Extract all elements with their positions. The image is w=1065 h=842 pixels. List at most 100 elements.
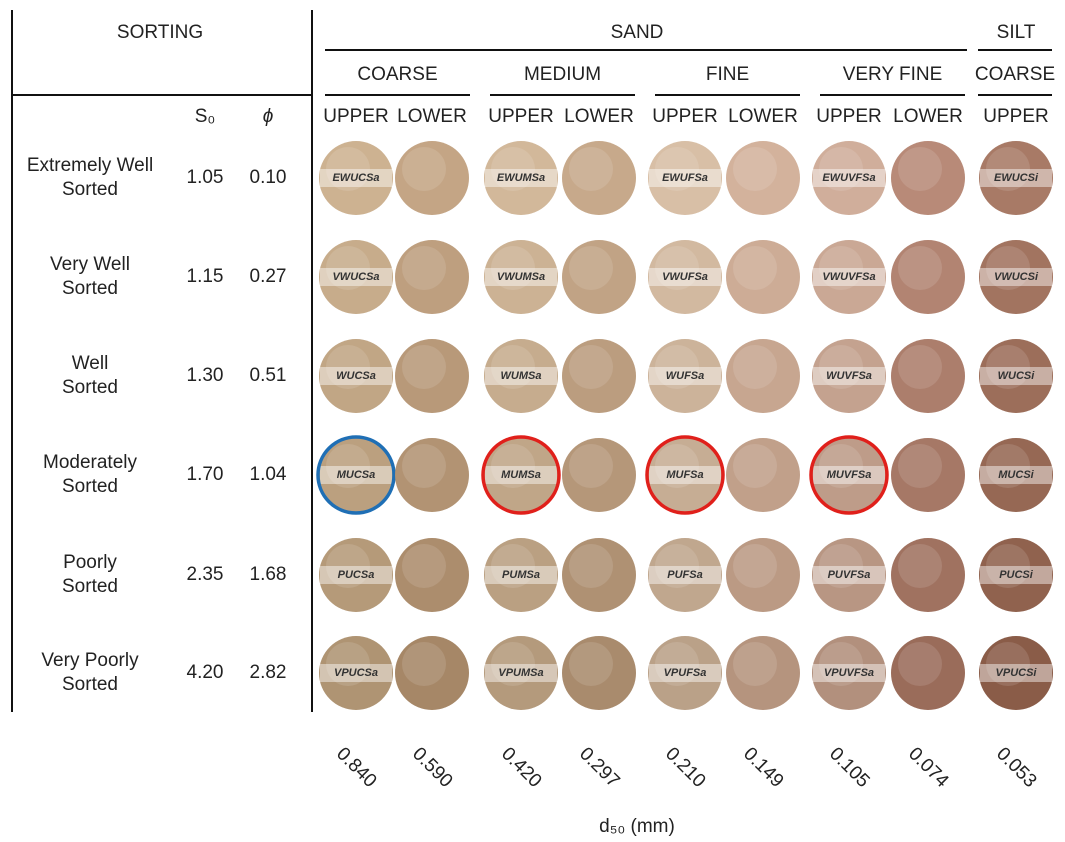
sample-label: VWUCSi	[994, 271, 1039, 283]
group-header: COARSE	[357, 64, 437, 85]
sample-label: EWUVFSa	[822, 172, 875, 184]
sample-texture	[733, 345, 777, 389]
sample-texture	[898, 642, 942, 686]
sample-label: PUMSa	[502, 569, 540, 581]
row-phi: 1.68	[250, 564, 287, 585]
sample-label: VWUCSa	[332, 271, 379, 283]
row-phi: 1.04	[250, 464, 287, 485]
sample-label: MUVFSa	[827, 469, 872, 481]
sample-texture	[402, 147, 446, 191]
group-header: MEDIUM	[524, 64, 601, 85]
d50-label: 0.297	[575, 743, 623, 791]
sub-header: LOWER	[397, 106, 467, 127]
sub-header: LOWER	[564, 106, 634, 127]
group-header: COARSE	[975, 64, 1055, 85]
sub-header: LOWER	[728, 106, 798, 127]
sample-label: VWUVFSa	[822, 271, 875, 283]
sample-label: VPUCSa	[334, 667, 378, 679]
sample-label: MUCSa	[337, 469, 376, 481]
sample-label: MUFSa	[666, 469, 703, 481]
row-label: Extremely Well	[27, 155, 153, 176]
sample-label: PUVFSa	[828, 569, 871, 581]
sample-label: WUCSa	[336, 370, 376, 382]
row-label: Sorted	[62, 377, 118, 398]
row-label: Sorted	[62, 476, 118, 497]
sub-header: UPPER	[323, 106, 388, 127]
row-phi: 2.82	[250, 662, 287, 683]
sub-header: LOWER	[893, 106, 963, 127]
row-s0: 1.05	[187, 167, 224, 188]
sample-texture	[569, 147, 613, 191]
sample-texture	[733, 544, 777, 588]
sample-texture	[733, 246, 777, 290]
sample-texture	[402, 246, 446, 290]
sample-texture	[733, 147, 777, 191]
sample-texture	[898, 444, 942, 488]
sample-label: MUCSi	[998, 469, 1034, 481]
row-label: Moderately	[43, 452, 137, 473]
sample-texture	[569, 544, 613, 588]
sample-label: VPUMSa	[498, 667, 543, 679]
sub-header: UPPER	[488, 106, 553, 127]
sample-texture	[898, 147, 942, 191]
sorting-header: SORTING	[117, 22, 203, 43]
row-s0: 2.35	[187, 564, 224, 585]
d50-label: 0.840	[332, 743, 380, 791]
row-label: Sorted	[62, 179, 118, 200]
d50-label: 0.053	[992, 743, 1040, 791]
sample-texture	[733, 642, 777, 686]
group-header: FINE	[706, 64, 749, 85]
sample-texture	[569, 642, 613, 686]
row-phi: 0.10	[250, 167, 287, 188]
row-s0: 4.20	[187, 662, 224, 683]
page: SORTING SAND SILT S₀ ϕ d₅₀ (mm) COARSE UP…	[0, 0, 1065, 842]
sub-header: UPPER	[983, 106, 1048, 127]
sample-texture	[569, 345, 613, 389]
sample-label: VWUFSa	[662, 271, 708, 283]
axis-label: d₅₀ (mm)	[599, 816, 675, 837]
sample-label: MUMSa	[501, 469, 541, 481]
sample-label: WUFSa	[666, 370, 705, 382]
sample-label: PUFSa	[667, 569, 702, 581]
sample-label: WUCSi	[998, 370, 1036, 382]
d50-label: 0.074	[904, 743, 953, 792]
silt-header: SILT	[997, 22, 1036, 43]
group-header: VERY FINE	[843, 64, 943, 85]
sample-label: EWUCSi	[994, 172, 1039, 184]
sample-label: WUVFSa	[826, 370, 872, 382]
row-s0: 1.15	[187, 266, 224, 287]
figure: SORTING SAND SILT S₀ ϕ d₅₀ (mm) COARSE UP…	[0, 0, 1065, 842]
sample-texture	[898, 345, 942, 389]
d50-label: 0.590	[408, 743, 456, 791]
sample-label: VPUFSa	[664, 667, 707, 679]
sample-label: EWUCSa	[332, 172, 379, 184]
sample-label: EWUFSa	[662, 172, 708, 184]
s0-header: S₀	[195, 106, 216, 127]
d50-label: 0.105	[825, 743, 873, 791]
sample-texture	[733, 444, 777, 488]
row-phi: 0.51	[250, 365, 287, 386]
sample-texture	[402, 444, 446, 488]
sample-label: VPUVFSa	[824, 667, 874, 679]
sample-label: PUCSa	[338, 569, 375, 581]
sample-label: VPUCSi	[996, 667, 1038, 679]
row-s0: 1.70	[187, 464, 224, 485]
row-label: Poorly	[63, 552, 117, 573]
sample-label: EWUMSa	[497, 172, 545, 184]
row-label: Sorted	[62, 576, 118, 597]
sample-texture	[569, 246, 613, 290]
sample-texture	[402, 544, 446, 588]
row-s0: 1.30	[187, 365, 224, 386]
sample-label: VWUMSa	[497, 271, 545, 283]
row-label: Well	[72, 353, 109, 374]
row-phi: 0.27	[250, 266, 287, 287]
phi-header: ϕ	[263, 106, 274, 127]
sample-texture	[402, 345, 446, 389]
d50-label: 0.420	[497, 743, 545, 791]
sub-header: UPPER	[652, 106, 717, 127]
sand-header: SAND	[611, 22, 664, 43]
sample-label: PUCSi	[999, 569, 1034, 581]
row-label: Very Poorly	[41, 650, 139, 671]
row-label: Sorted	[62, 674, 118, 695]
d50-label: 0.210	[661, 743, 709, 791]
